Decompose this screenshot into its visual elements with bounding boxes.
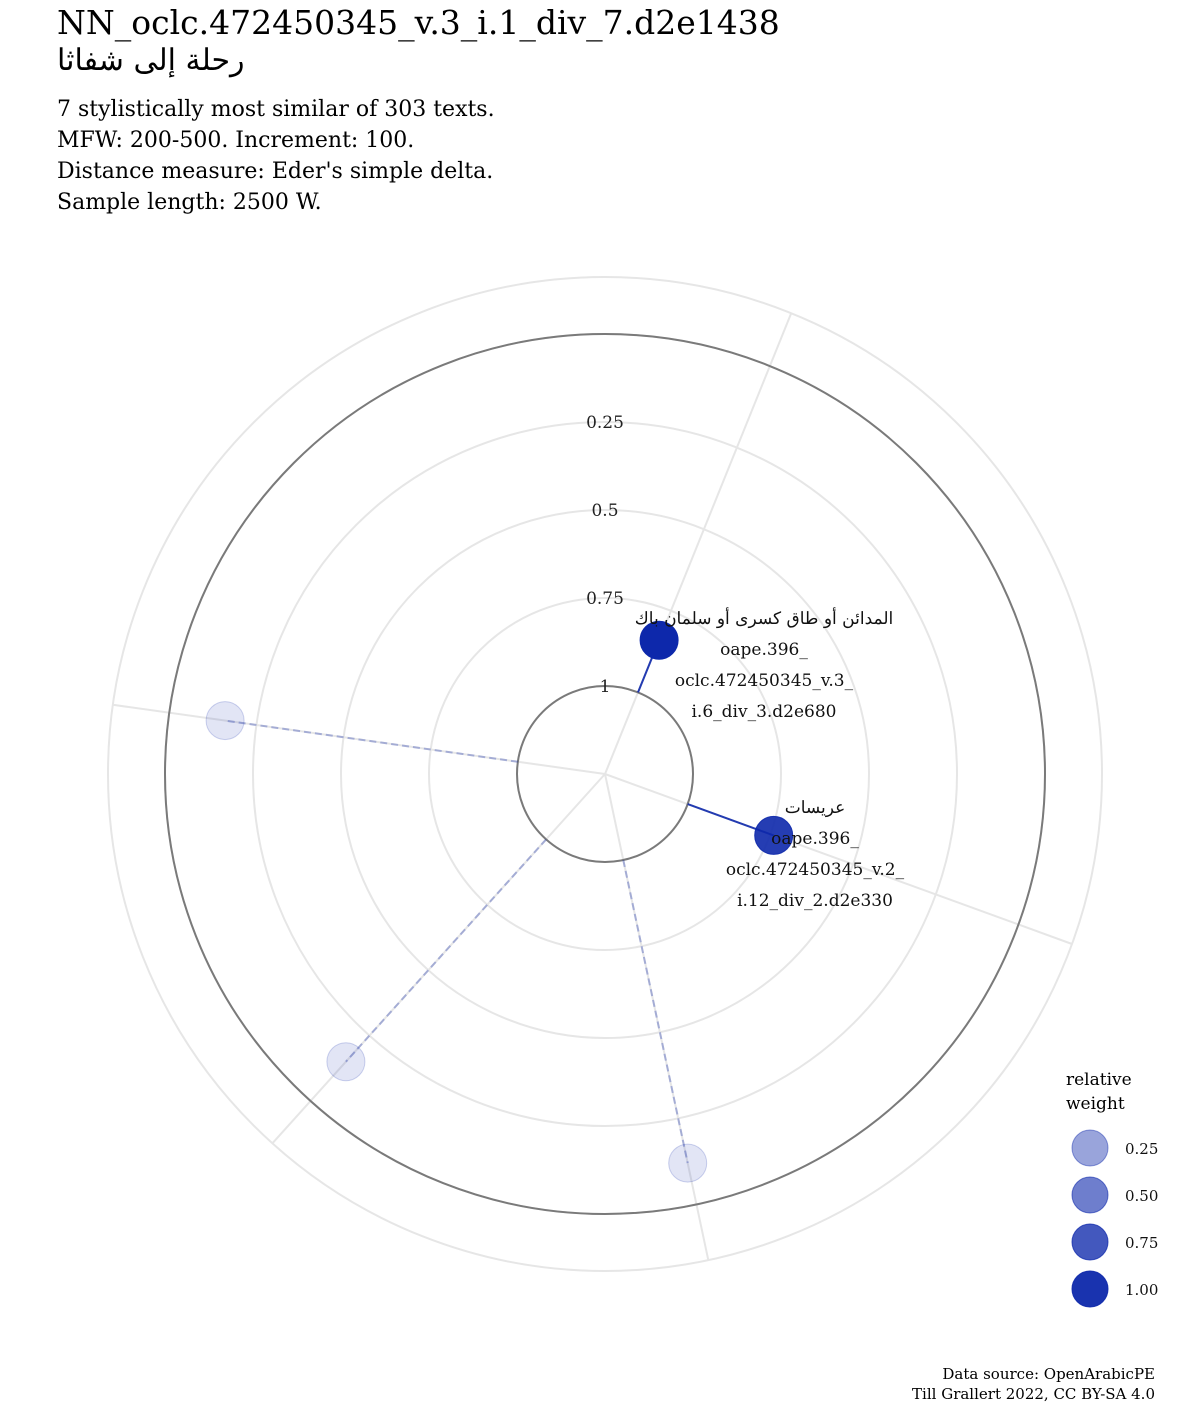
- legend-key: [1071, 1223, 1109, 1261]
- chart-title-arabic: رحلة إلى شفاثا: [57, 43, 245, 78]
- subtitle-line: Distance measure: Eder's simple delta.: [57, 159, 494, 184]
- reference-circle: [164, 333, 1046, 1215]
- point-label: oape.396_: [771, 829, 859, 849]
- data-point: [205, 701, 245, 741]
- tick-labels-layer: 0.25 0.5 0.75 1: [586, 413, 624, 697]
- legend-title: relative weight: [1066, 1070, 1132, 1114]
- subtitle-line: Sample length: 2500 W.: [57, 190, 322, 215]
- legend-label: 1.00: [1125, 1281, 1158, 1299]
- legend-label: 0.75: [1125, 1234, 1158, 1252]
- legend-key: [1071, 1129, 1109, 1167]
- grid-spoke: [604, 773, 710, 1261]
- connector-line: [345, 838, 547, 1063]
- legend: relative weight: [1066, 1068, 1176, 1116]
- data-source: Data source: OpenArabicPE: [942, 1365, 1155, 1383]
- grid-circle: [107, 276, 1103, 1272]
- grid-spoke: [604, 773, 1073, 945]
- point-labels-layer: المدائن أو طاق كسرى أو سلمان باك oape.396…: [635, 607, 905, 911]
- grid-spoke: [271, 773, 606, 1144]
- legend-label: 0.25: [1125, 1140, 1158, 1158]
- connector-line: [224, 719, 519, 763]
- data-point: [668, 1143, 708, 1183]
- legend-label: 0.50: [1125, 1187, 1158, 1205]
- grid-layer: [107, 276, 1103, 1272]
- grid-spoke: [604, 312, 793, 775]
- point-label: i.12_div_2.d2e330: [737, 891, 893, 911]
- radial-tick-label: 1: [600, 677, 611, 697]
- grid-circle: [340, 509, 870, 1039]
- radial-tick-label: 0.5: [591, 501, 618, 521]
- chart-subtitle: 7 stylistically most similar of 303 text…: [57, 94, 495, 218]
- grid-spoke: [112, 703, 606, 775]
- footer: Data source: OpenArabicPE Till Grallert …: [912, 1364, 1155, 1404]
- credit: Till Grallert 2022, CC BY-SA 4.0: [912, 1385, 1155, 1403]
- grid-circle: [252, 421, 958, 1127]
- legend-layer: 0.25 0.50 0.75 1.00: [1071, 1129, 1158, 1308]
- point-label: عريسات: [785, 798, 846, 818]
- point-label: oape.396_: [720, 640, 808, 660]
- points-layer: [205, 620, 794, 1183]
- legend-key: [1071, 1176, 1109, 1214]
- chart-title: NN_oclc.472450345_v.3_i.1_div_7.d2e1438: [57, 3, 780, 42]
- radial-tick-label: 0.25: [586, 413, 624, 433]
- chart-header: NN_oclc.472450345_v.3_i.1_div_7.d2e1438 …: [57, 4, 780, 80]
- radial-tick-label: 0.75: [586, 589, 624, 609]
- grid-circle: [428, 597, 782, 951]
- point-label: oclc.472450345_v.3_: [675, 671, 854, 691]
- legend-key: [1071, 1270, 1109, 1308]
- data-point: [326, 1042, 366, 1082]
- subtitle-line: MFW: 200-500. Increment: 100.: [57, 128, 415, 153]
- reference-circle: [516, 685, 694, 863]
- subtitle-line: 7 stylistically most similar of 303 text…: [57, 97, 495, 122]
- data-point: [639, 620, 679, 660]
- connector-line: [622, 859, 689, 1164]
- point-label: oclc.472450345_v.2_: [726, 860, 905, 880]
- point-label: المدائن أو طاق كسرى أو سلمان باك: [635, 607, 893, 629]
- point-label: i.6_div_3.d2e680: [691, 702, 836, 722]
- data-point: [754, 815, 794, 855]
